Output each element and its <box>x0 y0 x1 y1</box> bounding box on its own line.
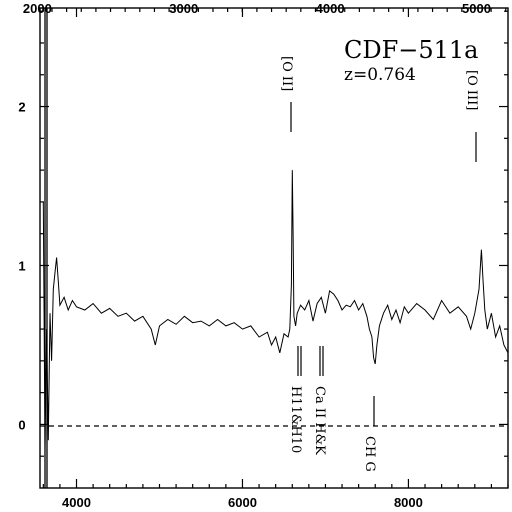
x-tick-label: 8000 <box>394 495 423 510</box>
redshift-label: z=0.764 <box>344 65 416 85</box>
line-markers <box>290 102 477 426</box>
x-tick-label: 4000 <box>62 495 91 510</box>
oii-label: [O II] <box>279 56 294 91</box>
top-tick-label: 5000 <box>462 1 491 16</box>
x-tick-label: 6000 <box>228 495 257 510</box>
h11-h10-label: H11&H10 <box>288 386 303 453</box>
spectrum-series-line <box>42 170 509 449</box>
caii-label: Ca II H&K <box>312 386 327 455</box>
y-tick-label: 2 <box>18 100 25 115</box>
y-tick-label: 1 <box>18 258 25 273</box>
object-name: CDF−511a <box>344 36 478 64</box>
top-tick-label: 4000 <box>316 1 345 16</box>
plot-frame <box>39 7 509 489</box>
top-tick-label: 3000 <box>169 1 198 16</box>
axis-ticks <box>40 8 509 488</box>
oiii-label: [O III] <box>464 70 479 110</box>
y-tick-label: 0 <box>18 417 25 432</box>
ch-g-label: CH G <box>362 436 377 472</box>
